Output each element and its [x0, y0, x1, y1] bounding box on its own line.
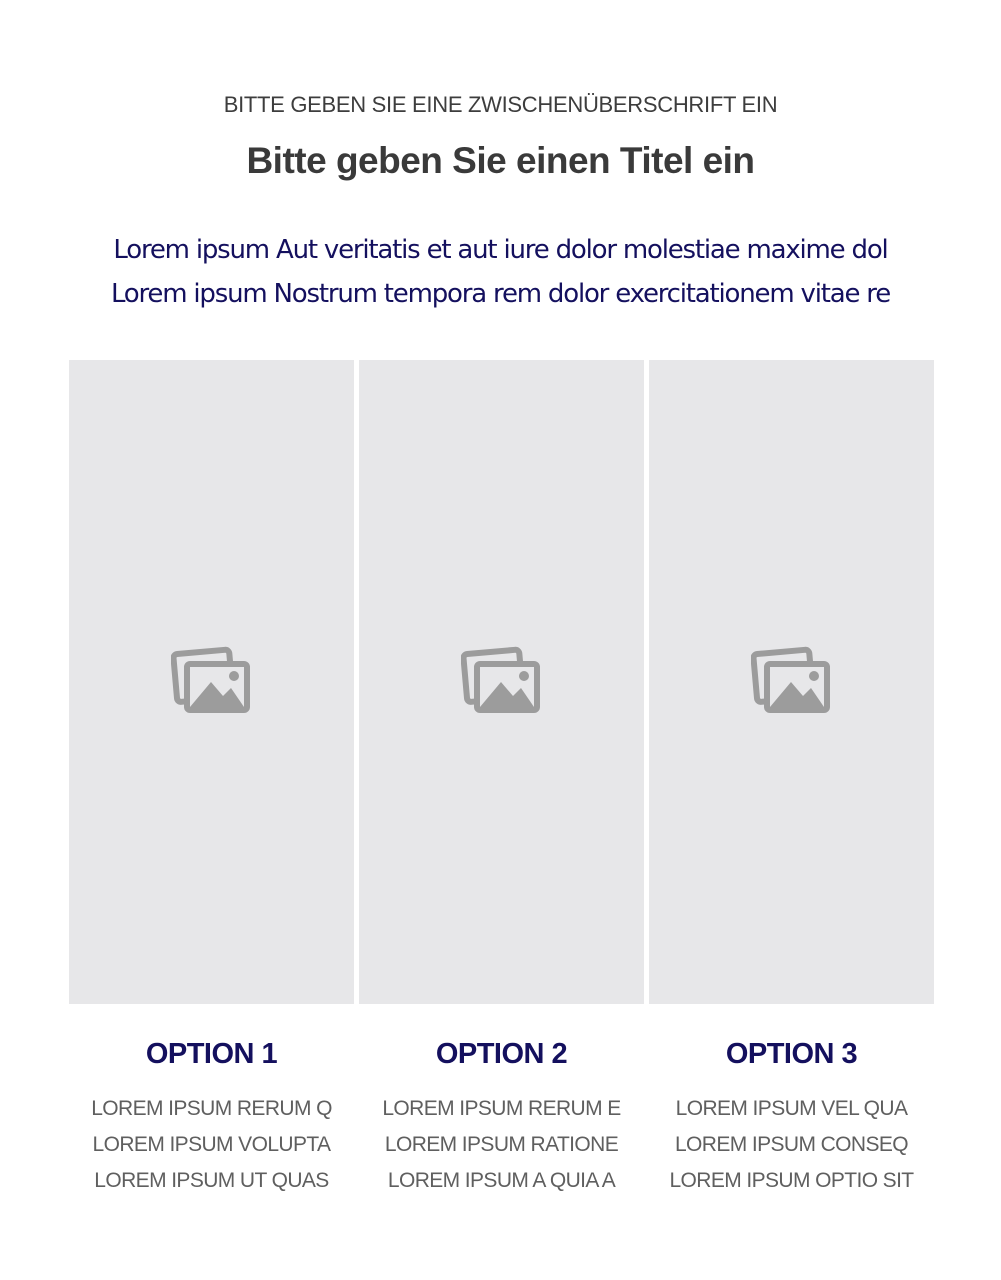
- image-placeholder-icon: [750, 644, 833, 721]
- intro-line: Lorem ipsum Nostrum tempora rem dolor ex…: [110, 279, 891, 309]
- option-line: LOREM IPSUM RERUM Q: [91, 1097, 332, 1120]
- page-title: Bitte geben Sie einen Titel ein: [246, 140, 755, 181]
- option-line: LOREM IPSUM RATIONE: [384, 1133, 619, 1156]
- option-line: LOREM IPSUM OPTIO SIT: [669, 1169, 914, 1192]
- image-placeholder[interactable]: [69, 360, 354, 1004]
- option-line: LOREM IPSUM UT QUAS: [94, 1169, 329, 1192]
- option-line: LOREM IPSUM VOLUPTA: [92, 1133, 332, 1156]
- image-placeholder-icon: [170, 644, 253, 721]
- intro-text: Lorem ipsum Aut veritatis et aut iure do…: [0, 228, 1001, 316]
- option-title: OPTION 1: [145, 1038, 278, 1070]
- image-placeholder[interactable]: [649, 360, 934, 1004]
- image-placeholder-icon: [460, 644, 543, 721]
- intro-line: Lorem ipsum Aut veritatis et aut iure do…: [113, 235, 888, 265]
- option-card-1: OPTION 1 LOREM IPSUM RERUM Q LOREM IPSUM…: [69, 360, 354, 1199]
- option-card-2: OPTION 2 LOREM IPSUM RERUM E LOREM IPSUM…: [359, 360, 644, 1199]
- subtitle: BITTE GEBEN SIE EINE ZWISCHENÜBERSCHRIFT…: [223, 92, 778, 117]
- option-card-3: OPTION 3 LOREM IPSUM VEL QUA LOREM IPSUM…: [649, 360, 934, 1199]
- option-line: LOREM IPSUM VEL QUA: [675, 1097, 908, 1120]
- image-placeholder[interactable]: [359, 360, 644, 1004]
- option-line: LOREM IPSUM A QUIA A: [387, 1169, 616, 1192]
- option-line: LOREM IPSUM RERUM E: [382, 1097, 621, 1120]
- option-title: OPTION 3: [725, 1038, 858, 1070]
- option-line: LOREM IPSUM CONSEQ: [674, 1133, 909, 1156]
- option-title: OPTION 2: [435, 1038, 568, 1070]
